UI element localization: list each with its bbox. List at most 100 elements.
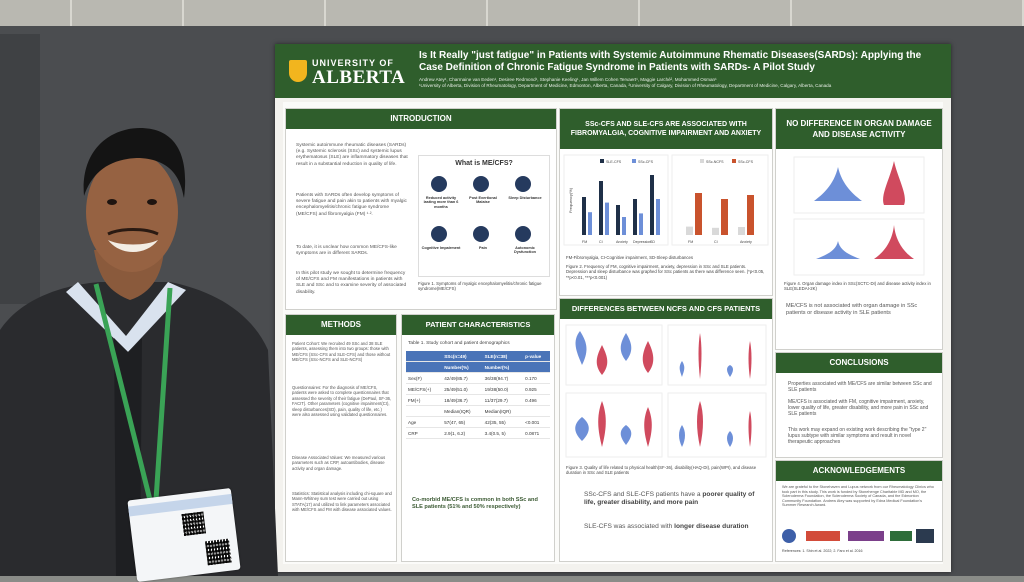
patient-table: SSc(n=49) SLE(n=38) p-value Number(%) Number… bbox=[406, 351, 550, 439]
mecfs-figure: What is ME/CFS? Reduced activity lasting… bbox=[418, 155, 550, 277]
x-tick-label: FM bbox=[688, 240, 693, 244]
violin-blue bbox=[679, 425, 685, 447]
table-cell: SLE(n=38) bbox=[482, 351, 524, 362]
table-cell: p-value bbox=[523, 351, 550, 362]
wall-trim bbox=[0, 0, 1024, 30]
violin-red bbox=[642, 341, 654, 373]
bar bbox=[712, 227, 719, 235]
violin-blue bbox=[575, 331, 587, 365]
bar bbox=[695, 193, 702, 235]
violin-blue bbox=[727, 431, 733, 447]
table-cell: 0.496 bbox=[523, 394, 550, 406]
symptom-icon bbox=[431, 226, 447, 242]
x-tick-label: CI bbox=[714, 240, 718, 244]
table-header-row: SSc(n=49) SLE(n=38) p-value bbox=[406, 351, 550, 362]
wall-tile bbox=[792, 0, 1024, 28]
methods-disease-values: Disease Associated Values: We measured v… bbox=[292, 455, 386, 471]
hair bbox=[83, 128, 186, 198]
table-cell: Number(%) bbox=[482, 361, 524, 373]
violin-red bbox=[748, 411, 752, 447]
introduction-heading: INTRODUCTION bbox=[286, 109, 556, 129]
legend-swatch bbox=[700, 159, 704, 163]
table-cell: 36/38(94.7) bbox=[482, 372, 524, 384]
conclusion-1: Properties associated with ME/CFS are si… bbox=[788, 381, 932, 394]
table-row: FM(+) 18/49(36.7) 11/37(29.7) 0.496 bbox=[406, 394, 550, 406]
figure-3-caption: Figure 3. Quality of life related to phy… bbox=[566, 465, 757, 476]
symptom-label: Cognitive Impairment bbox=[421, 246, 461, 250]
table-cell: 42(35, 55) bbox=[482, 416, 524, 428]
intro-paragraph-2: Patients with SARDs often develop sympto… bbox=[296, 193, 407, 217]
table-cell bbox=[406, 405, 443, 417]
table-cell: 25/49(51.0) bbox=[442, 383, 483, 395]
bar bbox=[650, 175, 654, 235]
violin-red bbox=[598, 401, 606, 447]
intro-paragraph-4: In this pilot study we sought to determi… bbox=[296, 271, 407, 295]
violin-blue bbox=[727, 365, 733, 377]
smile bbox=[108, 240, 158, 252]
conclusions-section: CONCLUSIONS Properties associated with M… bbox=[775, 352, 943, 458]
table-cell: 19/38(50.0) bbox=[482, 383, 524, 395]
patient-characteristics-section: PATIENT CHARACTERISTICS Table 1. Study c… bbox=[401, 314, 555, 562]
violin-blue bbox=[679, 361, 685, 377]
university-line2: ALBERTA bbox=[312, 67, 406, 88]
table-cell: 57(47, 65) bbox=[442, 416, 483, 428]
table-cell: ME/CFS(+) bbox=[406, 383, 443, 395]
acknowledgements-section: ACKNOWLEDGEMENTS We are grateful to the … bbox=[775, 460, 943, 562]
university-shield-icon bbox=[289, 60, 307, 82]
bar bbox=[747, 195, 754, 235]
table-cell bbox=[523, 361, 550, 373]
legend-swatch bbox=[732, 159, 736, 163]
bar bbox=[686, 226, 693, 235]
bar bbox=[616, 205, 620, 235]
table-cell: <0.001 bbox=[523, 416, 550, 428]
table-subheader-row: Median(IQR) Median(IQR) bbox=[406, 405, 550, 417]
bar bbox=[588, 212, 592, 235]
table-subheader-row: Number(%) Number(%) bbox=[406, 361, 550, 373]
violin-blue bbox=[620, 425, 632, 445]
legend-swatch bbox=[632, 159, 636, 163]
methods-heading: METHODS bbox=[286, 315, 396, 335]
association-heading: SSc-CFS AND SLE-CFS ARE ASSOCIATED WITH … bbox=[560, 109, 772, 149]
shirt-collar bbox=[66, 282, 186, 352]
table-cell: 42/49(85.7) bbox=[442, 372, 483, 384]
legend-label: SSc-CFS bbox=[738, 160, 754, 164]
methods-cohort: Patient Cohort: We recruited 49 SSc and … bbox=[292, 341, 391, 363]
table-cell: 18/49(36.7) bbox=[442, 394, 483, 406]
author-list: Andrew Atey¹, Charmaine van Eeden¹, Desi… bbox=[419, 77, 717, 82]
table-cell: 0.0871 bbox=[523, 427, 550, 439]
figure-4-caption: Figure 4. Organ damage index in SSc(SCTC… bbox=[784, 281, 931, 292]
table-cell: CRP bbox=[406, 427, 443, 439]
bar bbox=[738, 227, 745, 235]
acknowledgements-heading: ACKNOWLEDGEMENTS bbox=[776, 461, 942, 481]
violin-red bbox=[697, 401, 703, 447]
table-1-title: Table 1. Study cohort and patient demogr… bbox=[408, 341, 510, 346]
bar bbox=[633, 199, 637, 235]
table-cell bbox=[406, 351, 443, 362]
table-cell: Age bbox=[406, 416, 443, 428]
intro-paragraph-3: To date, it is unclear how common ME/CFS… bbox=[296, 245, 397, 257]
symptom-icon bbox=[515, 176, 531, 192]
x-tick-label: Anxiety bbox=[616, 240, 628, 244]
table-cell: 11/37(29.7) bbox=[482, 394, 524, 406]
x-tick-label: Depression bbox=[633, 240, 651, 244]
wall-tile bbox=[326, 0, 488, 28]
organ-violin-plots bbox=[793, 156, 925, 276]
university-line1: UNIVERSITY OF bbox=[312, 58, 394, 68]
violin-red bbox=[883, 161, 905, 205]
sponsor-logo bbox=[782, 529, 796, 543]
table-cell: 2.9(1, 6.2) bbox=[442, 427, 483, 439]
sponsor-logo bbox=[806, 531, 840, 541]
table-row: CRP 2.9(1, 6.2) 3.4(0.5, 5) 0.0871 bbox=[406, 427, 550, 439]
eye bbox=[147, 199, 157, 205]
legend-swatch bbox=[600, 159, 604, 163]
table-cell: Median(IQR) bbox=[482, 405, 524, 417]
differences-bullet-1-emphasis: poorer quality of life, greater disabili… bbox=[584, 491, 755, 507]
table-row: Age 57(47, 65) 42(35, 55) <0.001 bbox=[406, 416, 550, 428]
violin-red bbox=[874, 225, 914, 259]
x-tick-label: Anxiety bbox=[740, 240, 752, 244]
bar bbox=[605, 202, 609, 235]
table-row: Sex(F) 42/49(85.7) 36/38(94.7) 0.170 bbox=[406, 372, 550, 384]
x-tick-label: CI bbox=[599, 240, 603, 244]
introduction-section: INTRODUCTION Systemic autoimmune rheumat… bbox=[285, 108, 557, 310]
poster-title: Is It Really "just fatigue" in Patients … bbox=[419, 50, 922, 73]
